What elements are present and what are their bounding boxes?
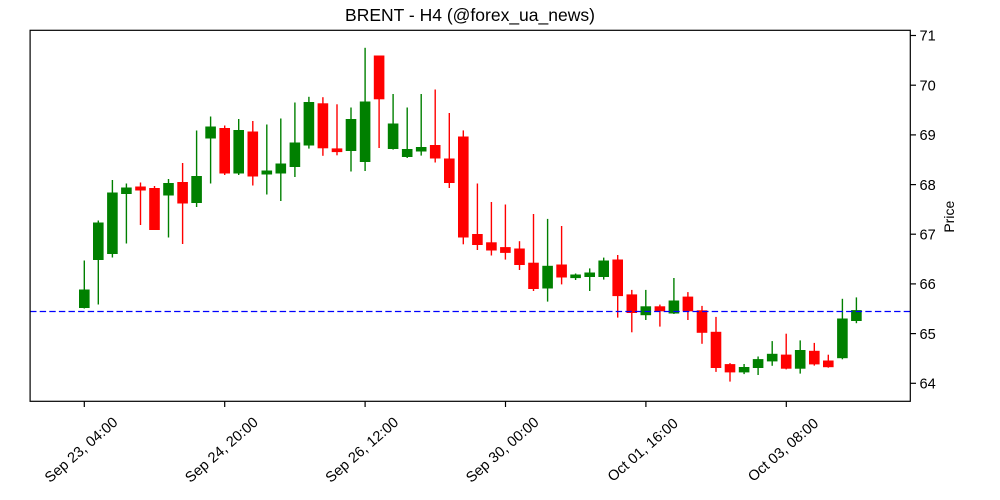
svg-text:Price: Price: [941, 201, 957, 233]
svg-text:69: 69: [920, 128, 936, 144]
svg-text:66: 66: [920, 277, 936, 293]
svg-text:70: 70: [920, 78, 936, 94]
svg-text:65: 65: [920, 327, 936, 343]
svg-text:64: 64: [920, 377, 936, 393]
svg-text:68: 68: [920, 178, 936, 194]
svg-text:71: 71: [920, 29, 936, 45]
svg-text:BRENT - H4 (@forex_ua_news): BRENT - H4 (@forex_ua_news): [345, 5, 595, 26]
svg-text:67: 67: [920, 227, 936, 243]
